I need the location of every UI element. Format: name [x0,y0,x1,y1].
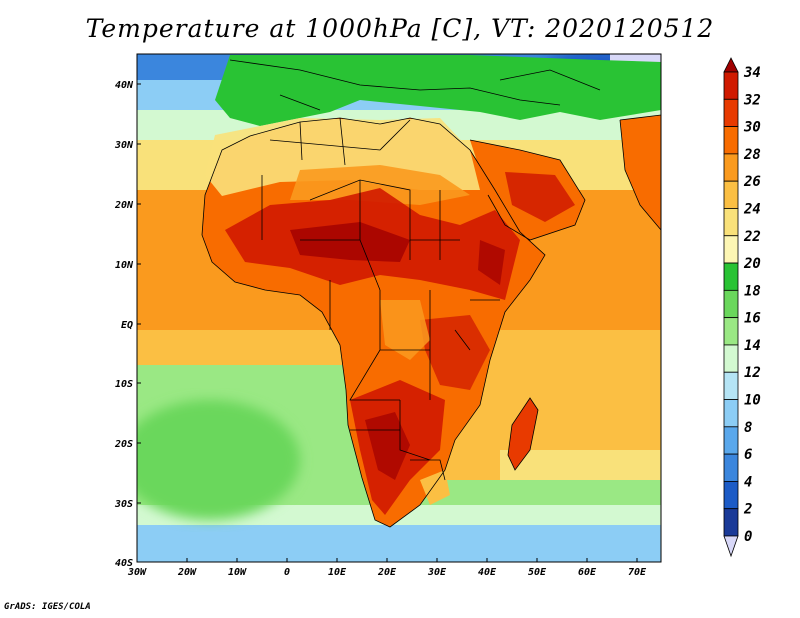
colorbar-label: 20 [743,256,761,272]
colorbar-label: 12 [744,365,761,381]
colorbar-box [723,153,739,182]
colorbar-label: 34 [743,65,761,81]
colorbar-label: 2 [743,502,752,518]
map-title: Temperature at 1000hPa [C], VT: 20201205… [85,14,715,43]
lon-label: 0 [284,567,290,578]
temperature-field [137,54,661,562]
colorbar-box [723,180,739,209]
colorbar-top-arrow [723,57,739,73]
lat-label: EQ [121,320,133,331]
colorbar-label: 26 [743,174,761,190]
colorbar-box [723,508,739,537]
colorbar-box [723,289,739,319]
lat-label: 40S [115,558,133,569]
lon-label: 10E [328,567,347,578]
lon-label: 20E [377,567,397,578]
colorbar-box [723,426,739,455]
lon-label: 70E [628,567,647,578]
lat-label: 20S [114,439,133,450]
colorbar-box [723,399,739,428]
colorbar-label: 10 [744,393,761,409]
colorbar-label: 8 [744,420,752,436]
colorbar-box [723,98,739,127]
colorbar-label: 14 [744,338,761,354]
colorbar-box [723,317,739,346]
lat-label: 30N [114,140,134,151]
colorbar-label: 30 [743,120,761,136]
lat-label: 10N [115,260,134,271]
colorbar-label: 24 [743,201,761,217]
map-frame [136,53,662,563]
lon-label: 30E [427,567,447,578]
colorbar-box [723,371,739,400]
colorbar-box [723,208,739,237]
colorbar-box [723,262,739,291]
colorbar-label: 4 [744,474,752,490]
longitude-axis: 30W 20W 10W 0 10E 20E 30E 40E 50E 60E 70E [127,558,647,578]
lat-label: 20N [114,200,134,211]
colorbar-label: 18 [744,283,761,299]
colorbar-label: 0 [744,529,752,545]
colorbar-label: 16 [744,311,761,327]
colorbar-label: 28 [743,147,761,163]
colorbar-box [723,344,739,373]
latitude-axis: 40N 30N 20N 10N EQ 10S 20S 30S 40S [114,80,141,569]
colorbar-box [723,453,739,482]
lat-label: 30S [114,499,133,510]
colorbar-box [723,126,739,155]
grads-credit: GrADS: IGES/COLA [4,602,91,612]
lat-label: 40N [115,80,134,91]
lon-label: 20W [177,567,197,578]
colorbar-box [723,481,739,510]
lat-label: 10S [115,379,133,390]
colorbar-box [723,235,739,264]
lon-label: 50E [528,567,547,578]
colorbar-label: 6 [744,447,752,463]
lon-label: 40E [478,567,497,578]
lon-label: 10W [228,567,247,578]
colorbar-bottom-arrow [723,535,739,558]
lon-label: 30W [127,567,147,578]
colorbar-label: 32 [743,92,761,108]
colorbar-label: 22 [743,229,761,245]
lon-label: 60E [578,567,597,578]
colorbar-box [723,71,739,100]
